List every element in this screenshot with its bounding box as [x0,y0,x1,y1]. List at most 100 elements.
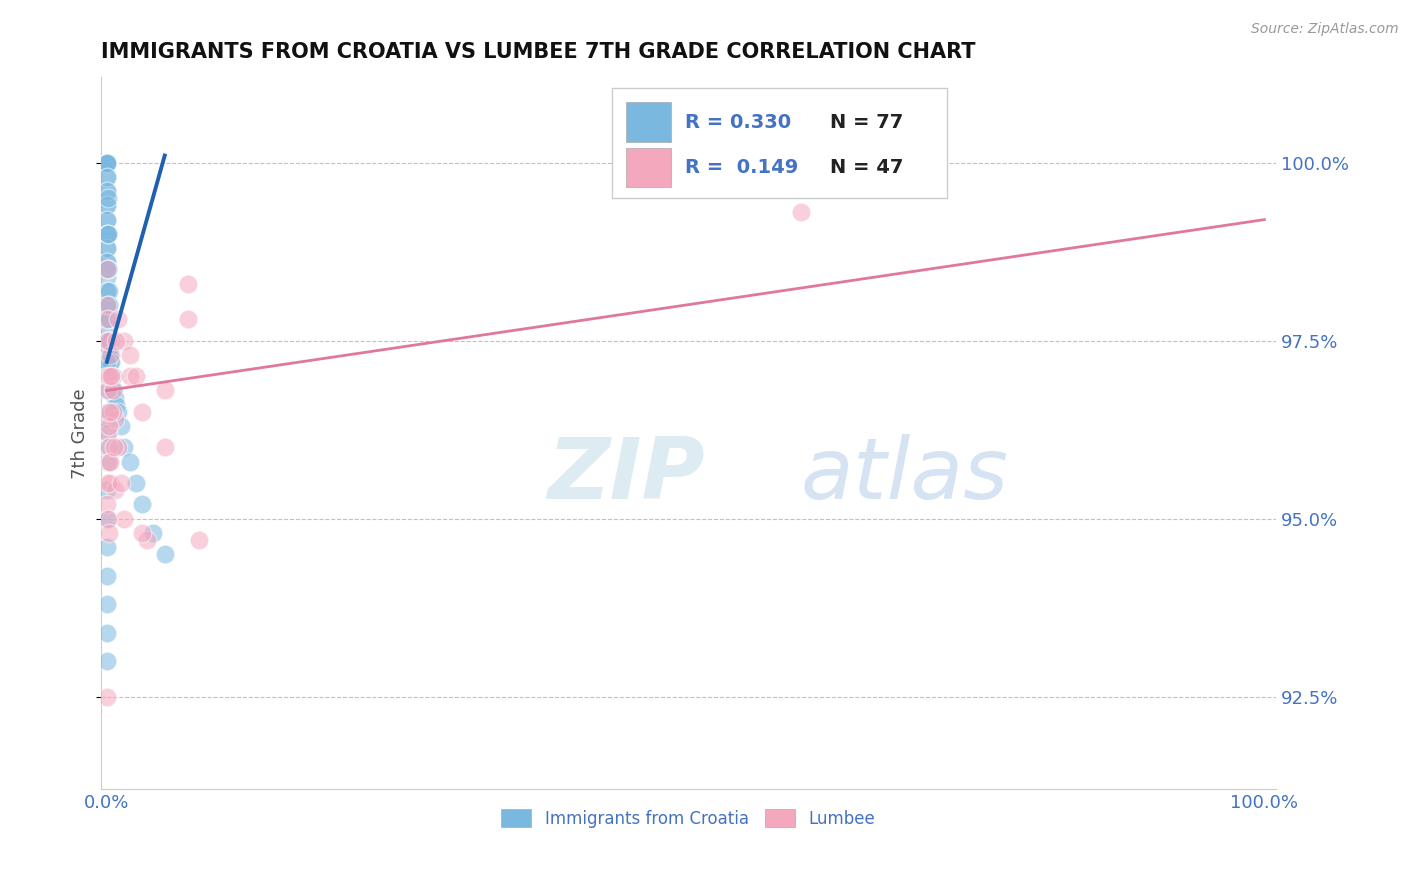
Point [96,426,118,441]
Text: N = 77: N = 77 [830,112,903,131]
Text: Source: ZipAtlas.com: Source: ZipAtlas.com [1251,22,1399,37]
Point [98,312,121,326]
Point [97,341,120,355]
Point [97,298,120,312]
Point [104,483,127,498]
Point [97,441,120,455]
Point [110,476,132,491]
Point [97,227,120,241]
Point [97,525,120,540]
FancyBboxPatch shape [612,88,948,198]
Point [97,334,120,348]
Point [96,511,118,525]
Point [96,334,118,348]
Point [97,284,120,298]
Point [97,441,120,455]
Point [96,212,118,227]
Point [96,198,118,212]
Point [136,533,159,547]
Point [96,212,118,227]
Point [97,419,120,434]
Point [97,334,120,348]
Point [96,412,118,426]
Point [98,348,121,362]
Point [96,284,118,298]
Point [97,511,120,525]
Point [96,625,118,640]
Point [96,227,118,241]
Point [97,334,120,348]
Point [103,384,125,398]
Point [112,511,135,525]
Point [96,262,118,277]
Point [125,369,148,384]
Point [96,155,118,169]
Point [98,334,121,348]
Point [118,455,141,469]
Point [97,476,120,491]
Point [96,690,118,704]
Point [96,284,118,298]
Point [97,298,120,312]
Point [105,334,128,348]
Point [96,184,118,198]
Point [118,348,141,362]
Point [96,369,118,384]
Point [96,269,118,284]
Point [97,227,120,241]
Text: R =  0.149: R = 0.149 [685,158,799,178]
Point [97,384,120,398]
Point [97,262,120,277]
Point [98,334,121,348]
Point [96,255,118,269]
Point [96,334,118,348]
Point [790,205,813,219]
Text: ZIP: ZIP [547,434,706,517]
Point [98,369,121,384]
Point [96,227,118,241]
Point [125,476,148,491]
Point [96,540,118,554]
Point [96,384,118,398]
Point [96,597,118,611]
Point [101,369,124,384]
Point [96,255,118,269]
FancyBboxPatch shape [626,103,671,142]
Point [110,419,132,434]
Point [100,355,122,369]
Point [98,355,121,369]
Point [188,533,211,547]
Point [97,298,120,312]
Point [177,312,200,326]
Point [96,312,118,326]
Point [96,169,118,184]
Point [153,384,176,398]
Point [105,398,128,412]
Point [153,441,176,455]
Point [101,384,124,398]
Text: R = 0.330: R = 0.330 [685,112,792,131]
Point [142,525,165,540]
Point [96,241,118,255]
Point [101,405,124,419]
Text: IMMIGRANTS FROM CROATIA VS LUMBEE 7TH GRADE CORRELATION CHART: IMMIGRANTS FROM CROATIA VS LUMBEE 7TH GR… [101,42,976,62]
Point [96,155,118,169]
Legend: Immigrants from Croatia, Lumbee: Immigrants from Croatia, Lumbee [495,803,882,834]
Point [96,155,118,169]
Point [96,169,118,184]
Point [96,497,118,511]
Point [131,525,153,540]
Point [97,355,120,369]
Point [97,405,120,419]
Point [118,369,141,384]
Point [96,155,118,169]
Point [96,455,118,469]
Point [96,355,118,369]
Y-axis label: 7th Grade: 7th Grade [72,388,89,478]
Point [97,405,120,419]
Point [97,262,120,277]
Point [97,262,120,277]
Point [104,412,127,426]
Point [98,341,121,355]
Point [153,547,176,561]
